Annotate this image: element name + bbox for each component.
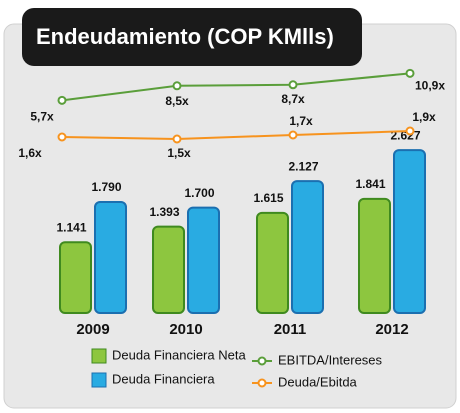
legend-label: Deuda Financiera <box>112 371 215 386</box>
data-label: 1,5x <box>167 146 191 160</box>
point <box>57 132 67 142</box>
point <box>57 95 67 105</box>
legend-label: Deuda Financiera Neta <box>112 347 246 362</box>
data-label: 1.141 <box>56 220 86 234</box>
data-label: 1,7x <box>289 114 313 128</box>
data-label: 5,7x <box>30 110 54 124</box>
bar <box>187 206 220 315</box>
bar <box>152 225 185 314</box>
data-label: 1.393 <box>149 205 179 219</box>
point <box>405 68 415 78</box>
bar <box>59 241 92 314</box>
legend-swatch <box>91 348 107 364</box>
data-label: 10,9x <box>415 78 445 92</box>
legend-swatch <box>91 372 107 388</box>
bar <box>393 149 426 314</box>
line <box>61 130 411 141</box>
x-tick-label: 2010 <box>169 321 202 338</box>
bar <box>94 201 127 315</box>
data-label: 1.790 <box>91 180 121 194</box>
x-tick-label: 2011 <box>274 321 307 338</box>
title-box <box>22 8 362 66</box>
point <box>172 134 182 144</box>
data-label: 1,6x <box>18 146 42 160</box>
legend-label: EBITDA/Intereses <box>278 352 383 367</box>
bar <box>291 180 324 314</box>
data-label: 1.615 <box>253 191 283 205</box>
point <box>405 126 415 136</box>
x-tick-label: 2012 <box>375 321 408 338</box>
point <box>172 81 182 91</box>
data-label: 2.127 <box>288 159 318 173</box>
bar <box>358 197 391 314</box>
chart-title: Endeudamiento (COP KMlls) <box>36 24 334 49</box>
legend-marker <box>257 356 267 366</box>
point <box>288 130 298 140</box>
point <box>288 80 298 90</box>
data-label: 1.700 <box>184 186 214 200</box>
data-label: 1.841 <box>355 177 385 191</box>
data-label: 8,7x <box>281 92 305 106</box>
data-label: 1,9x <box>412 110 436 124</box>
line <box>61 72 411 102</box>
bar <box>256 211 289 314</box>
x-tick-label: 2009 <box>76 321 109 338</box>
data-label: 8,5x <box>165 94 189 108</box>
legend-label: Deuda/Ebitda <box>278 374 358 389</box>
legend-marker <box>257 378 267 388</box>
